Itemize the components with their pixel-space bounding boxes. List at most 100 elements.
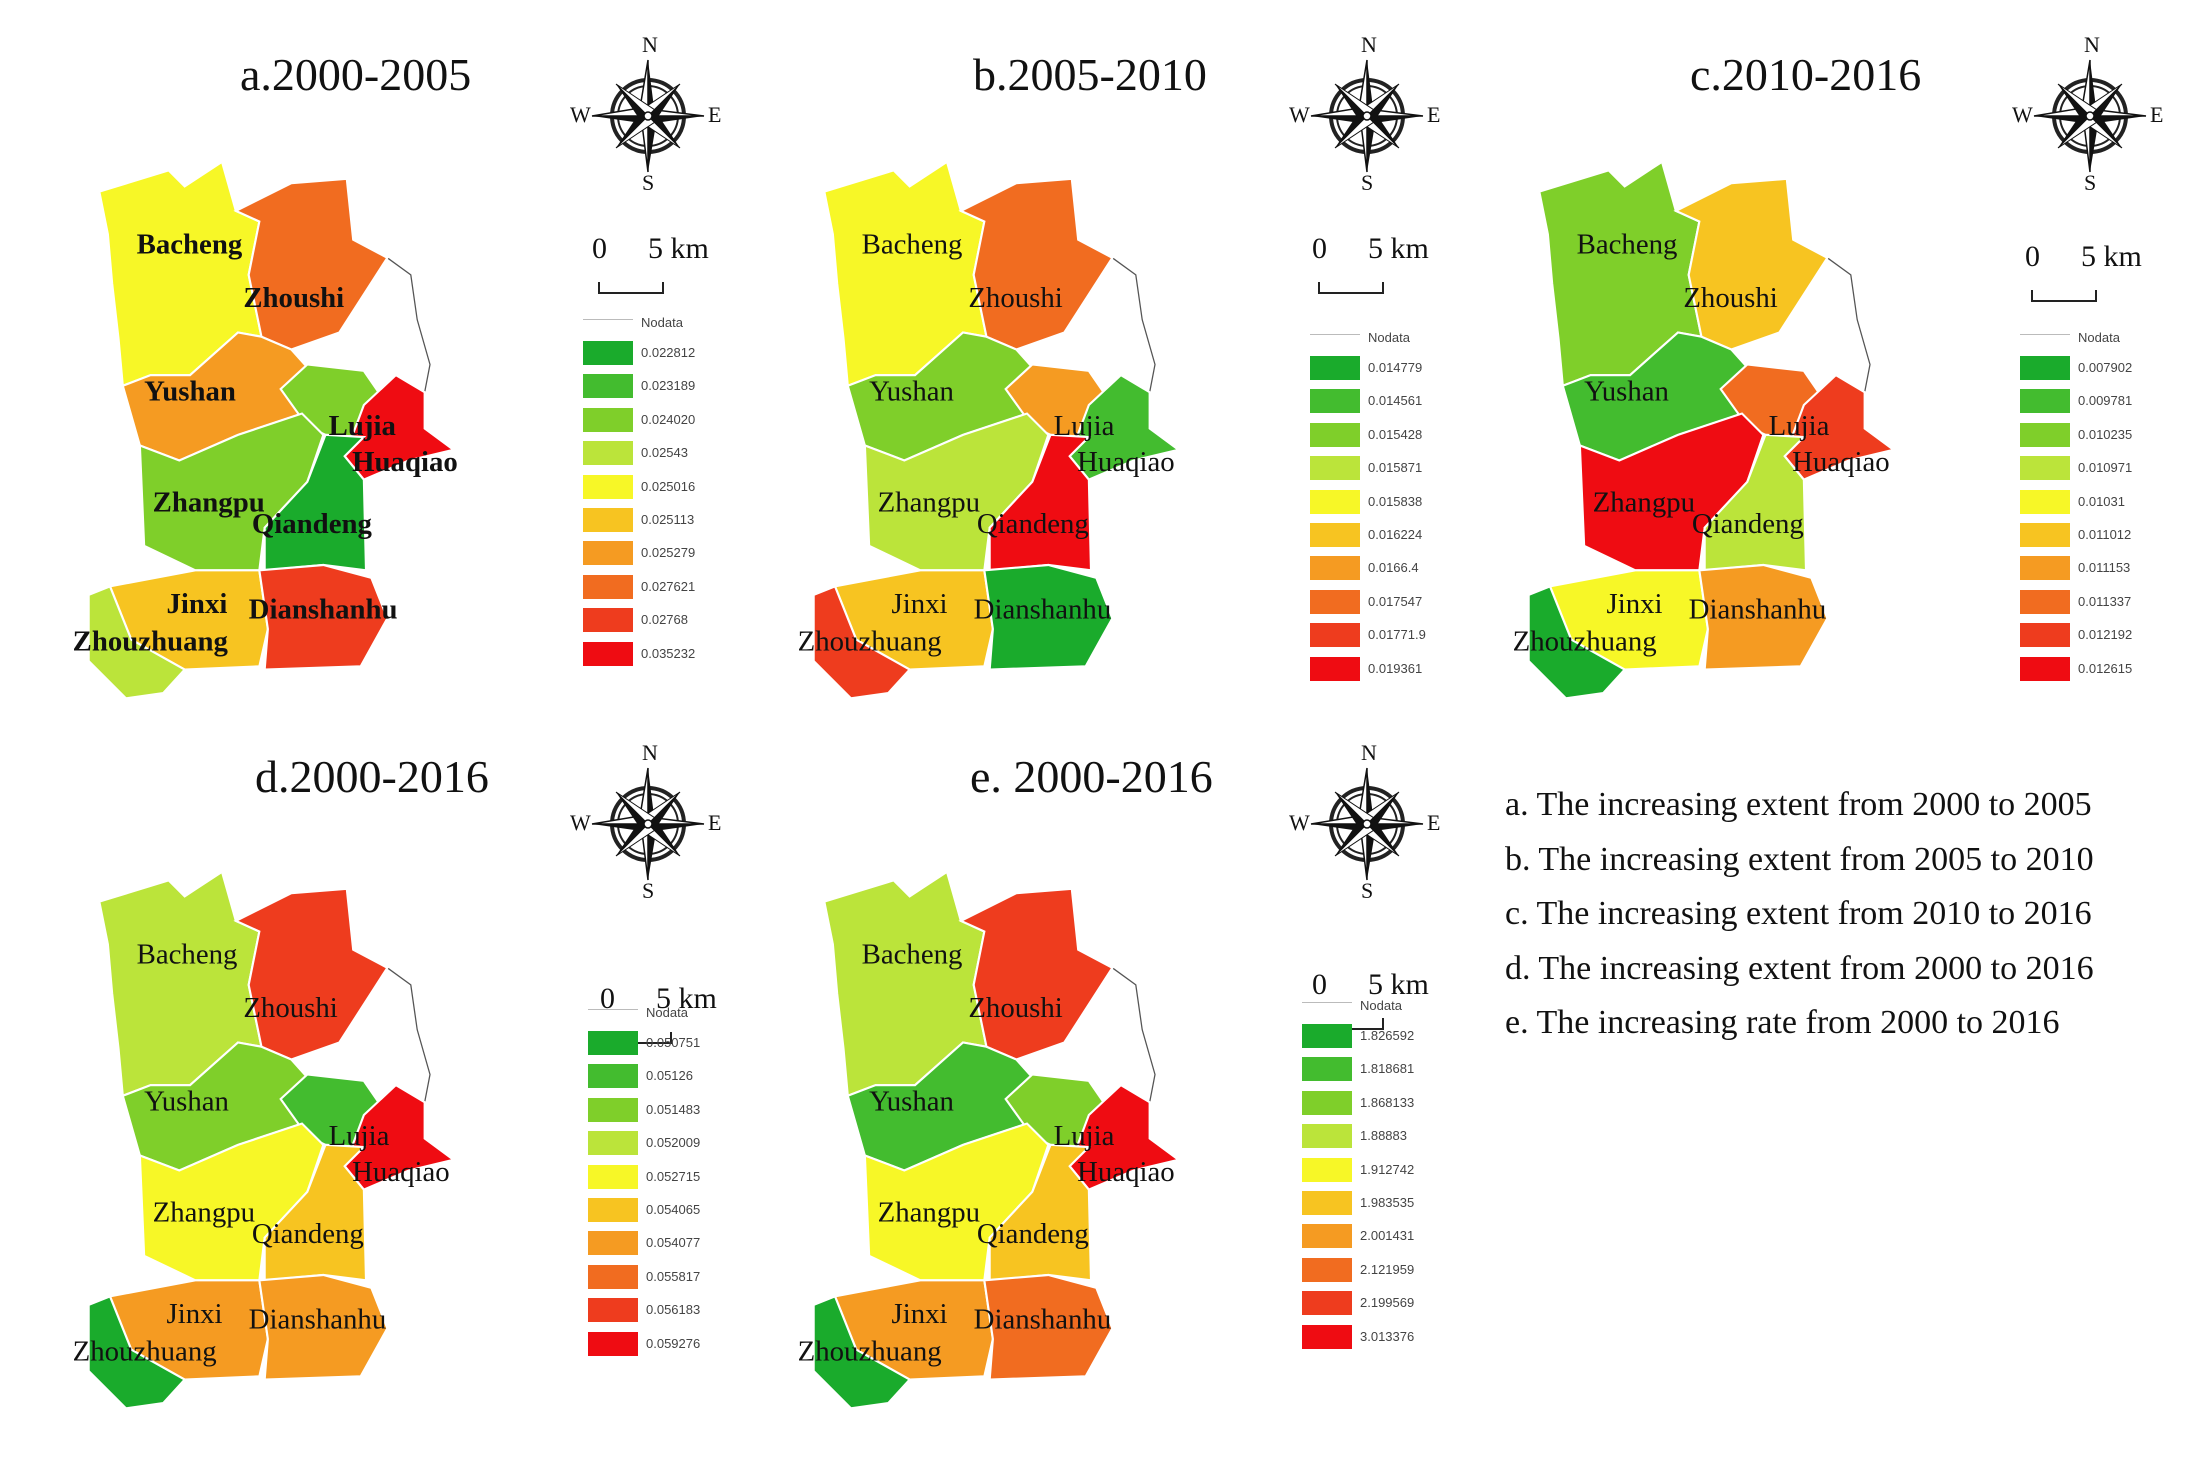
township-label-zhangpu: Zhangpu <box>878 487 980 519</box>
township-label-jinxi: Jinxi <box>167 1298 223 1330</box>
legend-swatch <box>1302 1090 1352 1115</box>
township-dianshanhu <box>983 563 1114 671</box>
township-label-bacheng: Bacheng <box>1577 229 1678 261</box>
township-zhouzhuang <box>1527 584 1627 700</box>
legend-row: 1.868133 <box>1302 1087 1432 1120</box>
legend-row: 0.023189 <box>583 370 713 403</box>
legend-swatch-nodata <box>2020 334 2070 359</box>
legend-value: 0.024020 <box>641 411 696 427</box>
legend-value: 0.012615 <box>2078 660 2133 676</box>
panel-title: d.2000-2016 <box>255 751 489 802</box>
legend-swatch <box>583 574 633 599</box>
legend-row: 2.121959 <box>1302 1254 1432 1287</box>
legend-row: 0.022812 <box>583 337 713 370</box>
township-zhoushi <box>233 177 389 351</box>
map-panel-b: b.2005-2010 Bacheng Zhoushi Yushan Lujia Huaq… <box>765 32 1485 760</box>
township-label-zhangpu: Zhangpu <box>1593 487 1695 519</box>
legend-value: 3.013376 <box>1360 1328 1415 1344</box>
legend-swatch <box>588 1164 638 1189</box>
legend-row: 0.010235 <box>2020 419 2150 452</box>
legend-value: 0.015871 <box>1368 460 1423 476</box>
legend-value: 0.035232 <box>641 645 696 661</box>
legend-swatch <box>1302 1157 1352 1182</box>
legend-swatch <box>583 608 633 633</box>
township-label-bacheng: Bacheng <box>137 229 243 261</box>
township-label-zhangpu: Zhangpu <box>153 1197 255 1229</box>
legend-value: 0.025279 <box>641 545 696 561</box>
legend-row: 0.014779 <box>1310 352 1440 385</box>
legend-swatch <box>2020 522 2070 547</box>
map-panel-e: e. 2000-2016 Bacheng Zhoushi Yushan Lujia Hua… <box>765 740 1485 1470</box>
legend-row: 2.199569 <box>1302 1287 1432 1320</box>
legend-swatch <box>1302 1257 1352 1282</box>
legend-row: 0.01771.9 <box>1310 619 1440 652</box>
scale-zero-label: 0 <box>592 232 607 265</box>
legend-row: 0.052009 <box>588 1127 718 1160</box>
compass: N S E W <box>1289 740 1440 903</box>
legend-swatch <box>1310 422 1360 447</box>
township-label-dianshanhu: Dianshanhu <box>974 1303 1112 1335</box>
township-label-lujia: Lujia <box>1054 410 1115 442</box>
map-panel-d: d.2000-2016 Bacheng Zhoushi Yushan Lujia Huaq… <box>40 740 760 1470</box>
legend-value: 0.05126 <box>646 1068 693 1084</box>
legend-swatch <box>1310 489 1360 514</box>
legend-value: 0.02543 <box>641 445 688 461</box>
legend-row: 0.015871 <box>1310 452 1440 485</box>
legend-row: 0.056183 <box>588 1294 718 1327</box>
legend-swatch <box>2020 356 2070 380</box>
compass-e-label: E <box>2150 102 2164 127</box>
legend-nodata-label: Nodata <box>641 315 683 330</box>
legend-row: 0.011337 <box>2020 586 2150 619</box>
legend-row: 0.012192 <box>2020 619 2150 652</box>
legend-swatch <box>1310 456 1360 481</box>
legend-swatch <box>1302 1057 1352 1082</box>
legend-row: 0.014561 <box>1310 385 1440 418</box>
legend-row: 0.011153 <box>2020 552 2150 585</box>
legend-nodata-label: Nodata <box>1368 330 1410 345</box>
legend-value: 0.019361 <box>1368 660 1423 676</box>
legend-nodata-row: Nodata <box>588 1005 718 1034</box>
township-label-zhouzhuang: Zhouzhuang <box>1513 625 1657 657</box>
legend-value: 1.818681 <box>1360 1061 1415 1077</box>
township-label-dianshanhu: Dianshanhu <box>249 593 398 625</box>
legend-swatch <box>1302 1291 1352 1316</box>
legend-swatch <box>588 1097 638 1122</box>
compass-s-label: S <box>2084 170 2097 195</box>
legend-value: 0.023189 <box>641 378 696 394</box>
legend-swatch <box>2020 623 2070 648</box>
legend-value: 0.017547 <box>1368 593 1423 609</box>
scale-zero-label: 0 <box>1312 968 1327 1001</box>
legend-row: 0.054077 <box>588 1227 718 1260</box>
township-label-dianshanhu: Dianshanhu <box>249 1303 387 1335</box>
legend-swatch <box>583 641 633 666</box>
township-label-qiandeng: Qiandeng <box>252 1218 364 1250</box>
legend-swatch <box>583 341 633 365</box>
legend-swatch <box>2020 556 2070 581</box>
legend-row: 0.051483 <box>588 1094 718 1127</box>
compass-s-label: S <box>642 170 655 195</box>
legend: Nodata 0.007902 0.009781 0.010235 0.010971 0.… <box>2020 330 2150 686</box>
legend-value: 0.050751 <box>646 1035 701 1050</box>
compass-e-label: E <box>1427 102 1441 127</box>
legend-row: 1.826592 <box>1302 1020 1432 1053</box>
legend-row: 0.010971 <box>2020 452 2150 485</box>
compass-w-label: W <box>570 102 591 127</box>
legend-value: 0.011153 <box>2078 560 2131 576</box>
township-label-huaqiao: Huaqiao <box>1077 1156 1175 1188</box>
legend-value: 1.826592 <box>1360 1028 1415 1043</box>
legend-value: 0.022812 <box>641 345 696 360</box>
scale-zero-label: 0 <box>1312 232 1327 265</box>
legend-swatch <box>1302 1324 1352 1349</box>
note-a: a. The increasing extent from 2000 to 20… <box>1505 786 2092 823</box>
legend: Nodata 0.022812 0.023189 0.024020 0.02543 0.0… <box>583 315 713 671</box>
township-label-zhoushi: Zhoushi <box>1683 282 1777 314</box>
township-label-zhouzhuang: Zhouzhuang <box>798 1335 942 1367</box>
note-c: c. The increasing extent from 2010 to 20… <box>1505 895 2092 932</box>
legend-row: 0.025279 <box>583 537 713 570</box>
legend-swatch <box>2020 456 2070 481</box>
legend-swatch-nodata <box>583 319 633 344</box>
